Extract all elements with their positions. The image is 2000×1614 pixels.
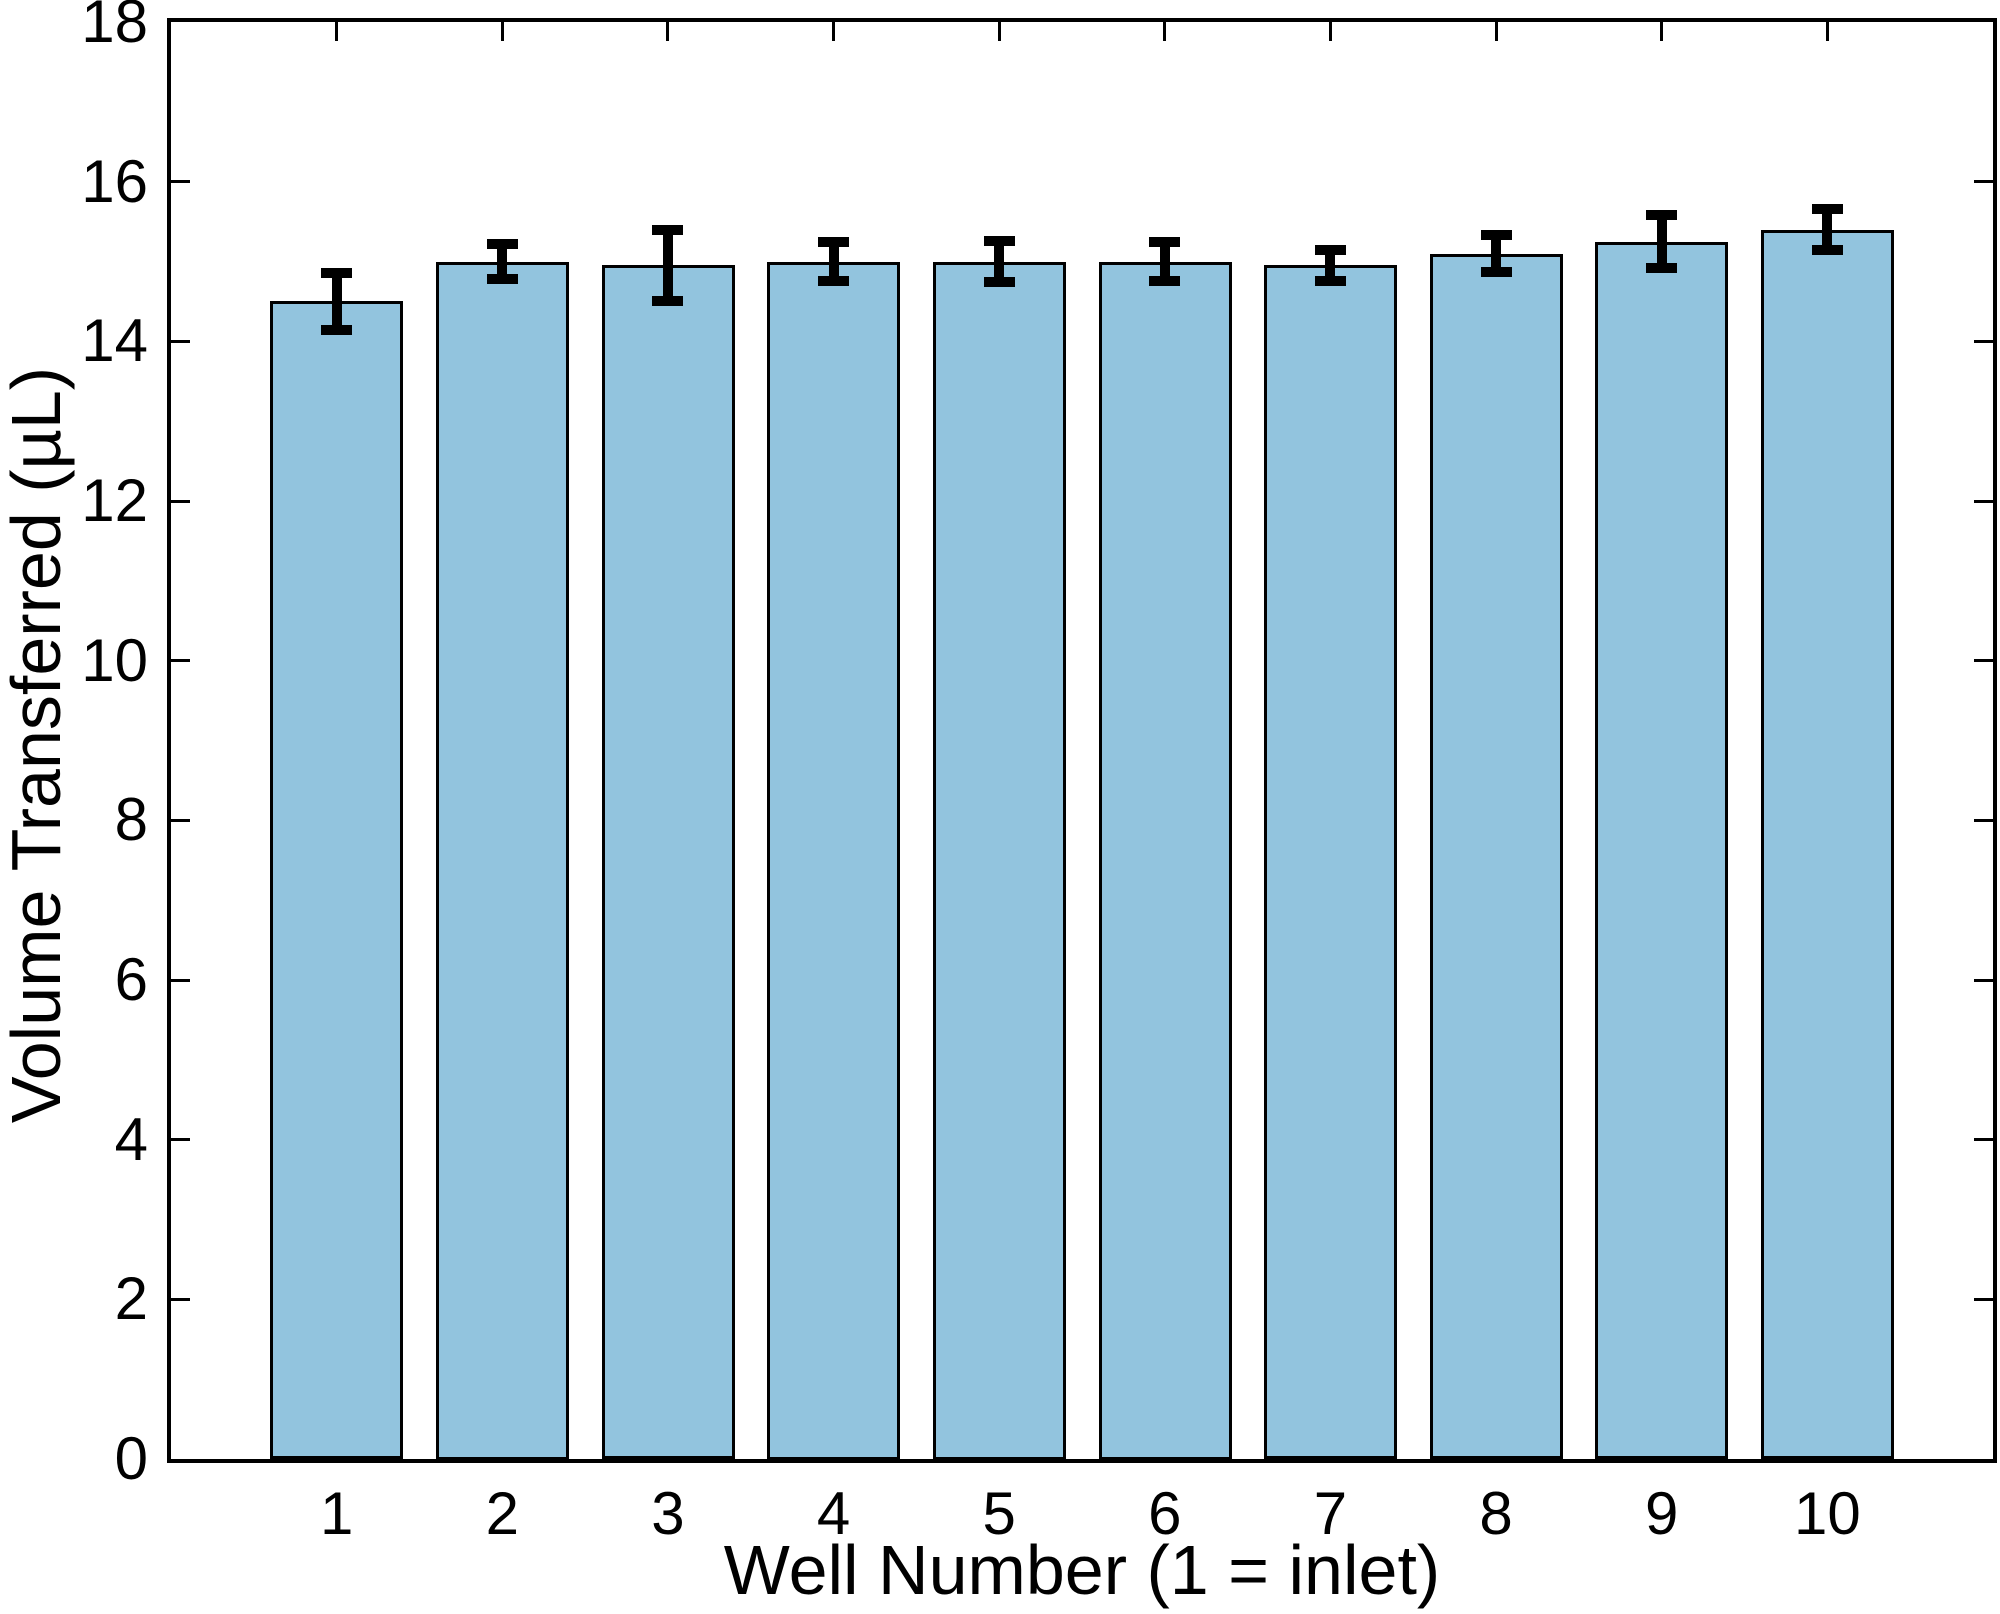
error-bar-cap-bottom: [984, 277, 1015, 287]
error-bar-cap-bottom: [1812, 245, 1843, 255]
x-axis-tick-top: [1329, 22, 1332, 41]
x-axis-tick-top: [501, 22, 504, 41]
bar: [1595, 242, 1728, 1459]
bar: [767, 262, 900, 1460]
error-bar-cap-top: [1315, 245, 1346, 255]
bar: [602, 265, 735, 1459]
x-tick-label: 2: [485, 1480, 519, 1547]
error-bar-cap-bottom: [818, 276, 849, 286]
y-tick-label: 12: [81, 467, 148, 534]
y-axis-tick-right: [1974, 979, 1993, 982]
y-tick-label: 2: [114, 1265, 148, 1333]
error-bar-cap-bottom: [1149, 276, 1180, 286]
y-tick-label: 4: [114, 1105, 148, 1173]
bar: [436, 262, 569, 1460]
x-tick-label: 6: [1148, 1480, 1182, 1547]
y-axis-tick-left: [171, 819, 190, 822]
y-tick-label: 6: [114, 946, 148, 1013]
error-bar-cap-bottom: [652, 296, 683, 306]
error-bar-cap-bottom: [1481, 267, 1512, 277]
x-tick-label: 5: [982, 1480, 1016, 1547]
error-bar-stem: [663, 230, 673, 302]
y-axis-tick-right: [1974, 659, 1993, 662]
x-axis-tick-top: [1826, 22, 1829, 41]
error-bar-cap-top: [1149, 237, 1180, 247]
x-tick-label: 10: [1793, 1480, 1861, 1547]
x-axis-tick-top: [1495, 22, 1498, 41]
bar: [1264, 265, 1397, 1459]
error-bar-stem: [1325, 250, 1335, 282]
plot-area: [167, 18, 1997, 1463]
y-axis-tick-left: [171, 180, 190, 183]
error-bar-stem: [829, 242, 839, 282]
error-bar-stem: [1822, 209, 1832, 251]
error-bar-cap-bottom: [1646, 263, 1677, 273]
error-bar-cap-top: [1481, 230, 1512, 240]
y-axis-tick-right: [1974, 819, 1993, 822]
x-tick-label: 7: [1313, 1480, 1348, 1547]
error-bar-cap-top: [1812, 204, 1843, 214]
y-axis-tick-right: [1974, 180, 1993, 183]
x-tick-label: 3: [651, 1480, 685, 1547]
error-bar-cap-top: [652, 225, 683, 235]
y-tick-label: 0: [114, 1425, 148, 1492]
x-tick-label: 1: [319, 1480, 354, 1547]
y-axis-tick-left: [171, 500, 190, 503]
x-tick-label: 4: [816, 1480, 851, 1547]
x-tick-label: 9: [1645, 1480, 1679, 1547]
error-bar-cap-bottom: [1315, 276, 1346, 286]
x-axis-tick-top: [1660, 22, 1663, 41]
error-bar-cap-top: [487, 239, 518, 249]
error-bar-cap-top: [818, 237, 849, 247]
y-axis-tick-right: [1974, 1298, 1993, 1301]
x-axis-label: Well Number (1 = inlet): [723, 1531, 1441, 1609]
x-axis-tick-top: [832, 22, 835, 41]
x-axis-tick-top: [1163, 22, 1166, 41]
error-bar-cap-bottom: [487, 274, 518, 284]
x-axis-tick-top: [335, 22, 338, 41]
error-bar-stem: [1491, 235, 1501, 272]
x-tick-label: 8: [1479, 1480, 1513, 1547]
error-bar-cap-top: [984, 236, 1015, 246]
y-axis-tick-right: [1974, 500, 1993, 503]
error-bar-stem: [1160, 242, 1170, 282]
error-bar-stem: [332, 273, 342, 330]
x-axis-tick-top: [998, 22, 1001, 41]
y-tick-label: 18: [81, 0, 148, 55]
y-axis-tick-right: [1974, 340, 1993, 343]
y-axis-tick-left: [171, 340, 190, 343]
y-axis-tick-left: [171, 1298, 190, 1301]
bar: [1430, 254, 1563, 1459]
y-tick-label: 10: [81, 626, 148, 694]
y-tick-label: 16: [81, 147, 148, 215]
y-axis-tick-right: [1974, 1138, 1993, 1141]
bar: [270, 301, 403, 1459]
y-tick-label: 8: [114, 786, 148, 854]
y-axis-tick-left: [171, 1138, 190, 1141]
error-bar-cap-top: [1646, 210, 1677, 220]
bar: [933, 262, 1066, 1460]
error-bar-cap-bottom: [321, 325, 352, 335]
error-bar-stem: [497, 244, 507, 279]
y-tick-label: 14: [81, 307, 148, 375]
x-axis-tick-top: [666, 22, 669, 41]
error-bar-cap-top: [321, 268, 352, 278]
error-bar-stem: [994, 241, 1004, 283]
bar: [1761, 230, 1894, 1459]
y-axis-tick-left: [171, 979, 190, 982]
bar: [1099, 262, 1232, 1460]
y-axis-tick-left: [171, 659, 190, 662]
error-bar-stem: [1657, 215, 1667, 268]
